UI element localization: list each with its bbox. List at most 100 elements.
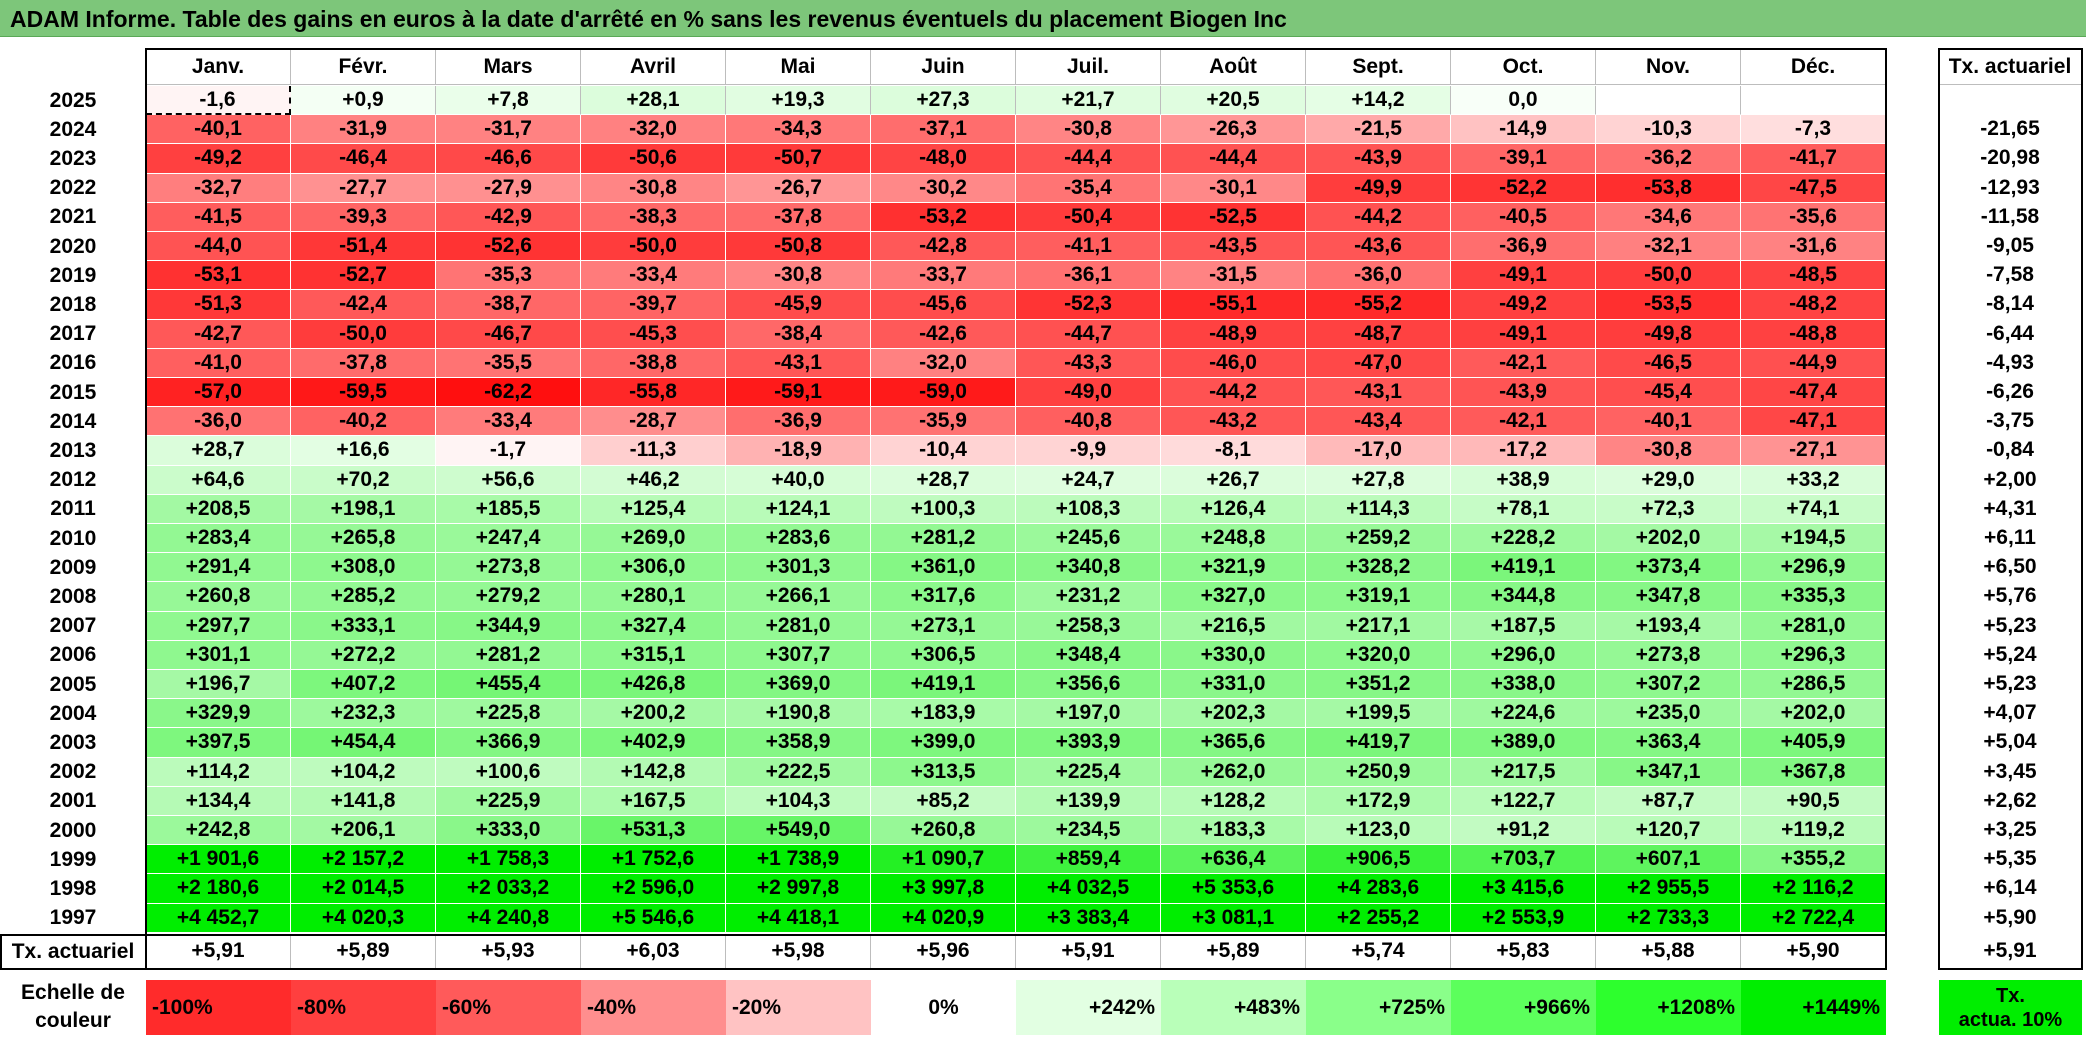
heatmap-cell: +172,9	[1306, 786, 1451, 816]
heatmap-cell: +356,6	[1016, 670, 1161, 700]
heatmap-cell: +56,6	[436, 465, 581, 495]
heatmap-cell: +216,5	[1161, 611, 1306, 641]
heatmap-cell: -45,3	[581, 319, 726, 349]
heatmap-cell: -42,9	[436, 202, 581, 232]
heatmap-cell: +280,1	[581, 582, 726, 612]
legend-swatch: -100%	[146, 980, 291, 1035]
heatmap-cell: +1 901,6	[146, 845, 291, 875]
heatmap-cell: +247,4	[436, 524, 581, 554]
heatmap-cell: +200,2	[581, 699, 726, 729]
heatmap-cell: +2 553,9	[1451, 903, 1596, 933]
heatmap-cell: -50,4	[1016, 202, 1161, 232]
heatmap-cell: +104,2	[291, 757, 436, 787]
heatmap-cell: +419,1	[871, 670, 1016, 700]
heatmap-cell: -18,9	[726, 436, 871, 466]
heatmap-cell: -26,7	[726, 173, 871, 203]
heatmap-cell: +250,9	[1306, 757, 1451, 787]
heatmap-cell: +365,6	[1161, 728, 1306, 758]
heatmap-cell: -49,8	[1596, 319, 1741, 349]
heatmap-cell: +399,0	[871, 728, 1016, 758]
heatmap-cell: -36,1	[1016, 261, 1161, 291]
heatmap-cell: -34,3	[726, 115, 871, 145]
heatmap-cell: -55,8	[581, 378, 726, 408]
heatmap-cell: +281,0	[726, 611, 871, 641]
heatmap-cell: +38,9	[1451, 465, 1596, 495]
column-header: Févr.	[291, 49, 436, 85]
heatmap-cell: +419,7	[1306, 728, 1451, 758]
heatmap-cell: +4 452,7	[146, 903, 291, 933]
heatmap-cell: +260,8	[146, 582, 291, 612]
heatmap-cell: +185,5	[436, 494, 581, 524]
heatmap-cell: +307,2	[1596, 670, 1741, 700]
heatmap-cell: -50,7	[726, 144, 871, 174]
summary-cell: +5,93	[436, 934, 581, 969]
heatmap-cell: -26,3	[1161, 115, 1306, 145]
heatmap-cell: +320,0	[1306, 640, 1451, 670]
heatmap-cell: +347,1	[1596, 757, 1741, 787]
summary-cell: +6,03	[581, 934, 726, 969]
heatmap-cell: +338,0	[1451, 670, 1596, 700]
legend-swatch: +1208%	[1596, 980, 1741, 1035]
heatmap-cell: -59,0	[871, 378, 1016, 408]
year-label: 2020	[49, 234, 97, 258]
heatmap-cell: -36,0	[146, 407, 291, 437]
rate-cell: -6,26	[1939, 378, 2082, 408]
heatmap-cell: +33,2	[1741, 465, 1886, 495]
heatmap-cell: 0,0	[1451, 86, 1596, 116]
heatmap-cell: -48,9	[1161, 319, 1306, 349]
heatmap-cell: +194,5	[1741, 524, 1886, 554]
column-header: Mars	[436, 49, 581, 85]
heatmap-cell: -33,4	[581, 261, 726, 291]
heatmap-cell: -49,0	[1016, 378, 1161, 408]
heatmap-cell: -45,9	[726, 290, 871, 320]
heatmap-cell: +454,4	[291, 728, 436, 758]
heatmap-cell: +3 383,4	[1016, 903, 1161, 933]
legend-rate-line: actua. 10%	[1958, 1008, 2063, 1031]
heatmap-cell: +286,5	[1741, 670, 1886, 700]
heatmap-cell: +190,8	[726, 699, 871, 729]
rate-cell: -12,93	[1939, 173, 2082, 203]
heatmap-cell: +167,5	[581, 786, 726, 816]
heatmap-cell: -37,8	[726, 202, 871, 232]
year-label: 2008	[49, 584, 97, 608]
heatmap-cell: -34,6	[1596, 202, 1741, 232]
heatmap-cell: -46,0	[1161, 348, 1306, 378]
heatmap-cell: -35,5	[436, 348, 581, 378]
rate-cell: +2,00	[1939, 465, 2082, 495]
heatmap-cell: +19,3	[726, 86, 871, 116]
heatmap-cell: -39,7	[581, 290, 726, 320]
heatmap-cell: -46,5	[1596, 348, 1741, 378]
year-label: 2010	[49, 526, 97, 550]
heatmap-cell: +1 738,9	[726, 845, 871, 875]
heatmap-cell: +2 955,5	[1596, 874, 1741, 904]
heatmap-cell: -33,4	[436, 407, 581, 437]
heatmap-cell: -44,9	[1741, 348, 1886, 378]
legend-swatch: +242%	[1016, 980, 1161, 1035]
heatmap-cell: +114,2	[146, 757, 291, 787]
year-label: 2022	[49, 176, 97, 200]
heatmap-cell: +301,1	[146, 640, 291, 670]
heatmap-cell: +319,1	[1306, 582, 1451, 612]
heatmap-cell: +313,5	[871, 757, 1016, 787]
heatmap-cell: -41,1	[1016, 232, 1161, 262]
year-label: 2019	[49, 263, 97, 287]
heatmap-cell: +269,0	[581, 524, 726, 554]
rate-cell: +2,62	[1939, 786, 2082, 816]
heatmap-cell: -48,5	[1741, 261, 1886, 291]
heatmap-cell: +335,3	[1741, 582, 1886, 612]
legend-swatch: 0%	[871, 980, 1016, 1035]
rate-cell: -4,93	[1939, 348, 2082, 378]
heatmap-cell: -27,1	[1741, 436, 1886, 466]
heatmap-cell: +114,3	[1306, 494, 1451, 524]
heatmap-cell: +419,1	[1451, 553, 1596, 583]
heatmap-cell: -59,5	[291, 378, 436, 408]
heatmap-cell: +2 116,2	[1741, 874, 1886, 904]
heatmap-cell: +283,6	[726, 524, 871, 554]
heatmap-cell: -9,9	[1016, 436, 1161, 466]
heatmap-cell: -33,7	[871, 261, 1016, 291]
heatmap-cell: -32,1	[1596, 232, 1741, 262]
summary-cell: +5,90	[1741, 934, 1886, 969]
heatmap-cell: +265,8	[291, 524, 436, 554]
heatmap-cell: +355,2	[1741, 845, 1886, 875]
rate-cell: -20,98	[1939, 144, 2082, 174]
